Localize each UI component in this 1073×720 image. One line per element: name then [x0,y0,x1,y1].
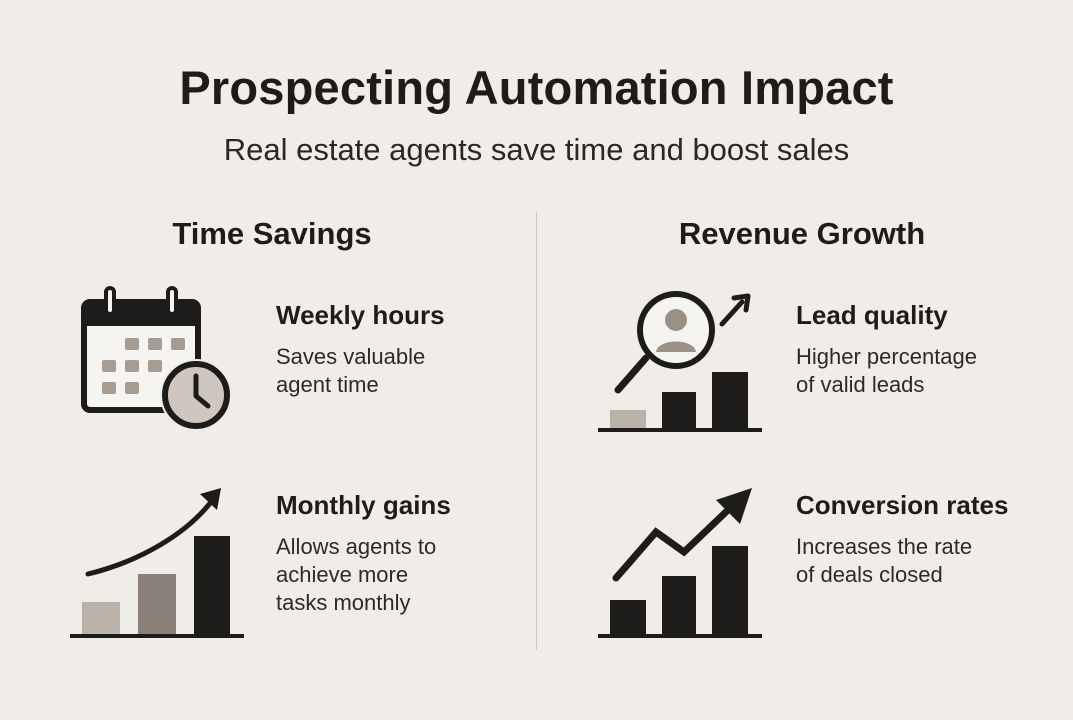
item-title-monthly-gains: Monthly gains [276,490,451,520]
item-desc-conversion-rates: Increases the rate of deals closed [796,534,973,587]
section-title-time-savings: Time Savings [172,216,372,251]
page-subtitle: Real estate agents save time and boost s… [223,132,850,167]
growth-bar-chart-icon [68,484,248,644]
item-title-weekly-hours: Weekly hours [276,300,445,330]
section-divider [536,212,537,650]
magnifier-person-chart-icon [596,288,766,438]
item-desc-lead-quality: Higher percentage of valid leads [796,344,978,397]
item-desc-weekly-hours: Saves valuable agent time [276,344,426,397]
item-title-lead-quality: Lead quality [796,300,948,330]
calendar-clock-icon [78,284,238,434]
item-desc-monthly-gains: Allows agents to achieve more tasks mont… [276,534,437,615]
zigzag-trend-chart-icon [596,484,766,644]
page-title: Prospecting Automation Impact [179,61,894,114]
section-title-revenue-growth: Revenue Growth [678,216,926,251]
item-title-conversion-rates: Conversion rates [796,490,1009,520]
